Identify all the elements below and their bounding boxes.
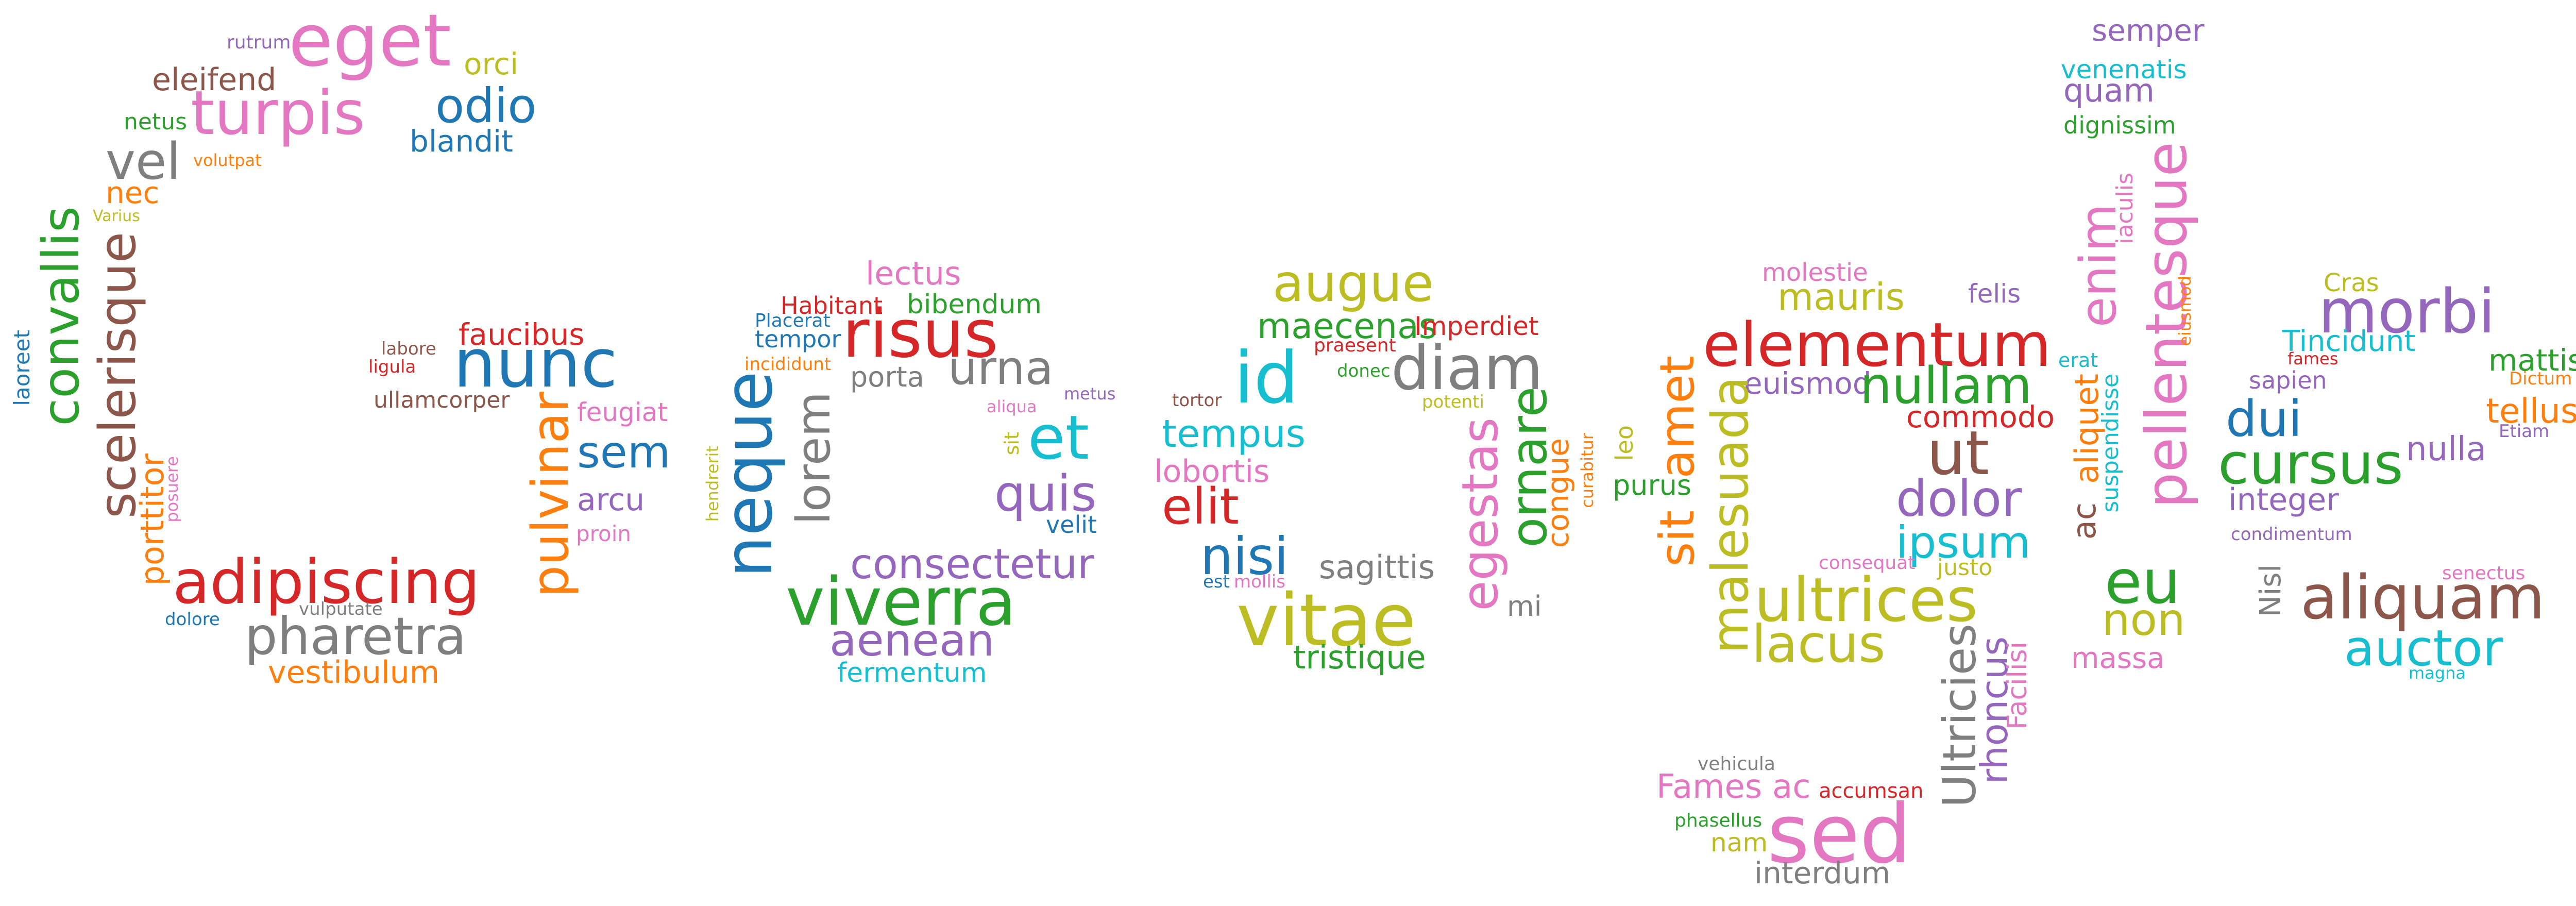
word-hendrerit: hendrerit [704,446,721,522]
word-etiam: Etiam [2499,423,2549,440]
word-enim: enim [2074,204,2123,327]
word-posuere: posuere [164,456,180,523]
word-non: non [2102,598,2185,642]
word-nec: nec [106,178,159,208]
word-fermentum: fermentum [837,660,987,686]
word-pulvinar: pulvinar [526,392,576,597]
word-congue: congue [1543,438,1573,548]
word-lacus: lacus [1752,618,1886,670]
word-nam: nam [1710,830,1768,855]
word-sapien: sapien [2249,368,2327,392]
word-et: et [1028,407,1089,468]
word-tempor: tempor [755,327,841,351]
word-malesuada: malesuada [1705,376,1756,654]
word-porta: porta [850,363,924,391]
word-tortor: tortor [1172,392,1222,409]
word-est: est [1203,573,1230,591]
word-convallis: convallis [36,206,87,426]
word-incididunt: incididunt [744,356,831,373]
word-ligula: ligula [368,358,416,376]
word-neque: neque [716,371,782,578]
word-aliquam: aliquam [2300,567,2545,628]
word-aliquet: aliquet [2071,374,2103,484]
word-dolor: dolor [1896,474,2022,524]
word-felis: felis [1968,281,2021,307]
word-nisl: Nisl [2257,564,2285,617]
word-sit: sit [1002,432,1022,455]
word-eiusmod: eiusmod [2177,276,2193,346]
word-sem: sem [577,430,671,475]
word-leo: leo [1613,425,1636,461]
word-dolore: dolore [165,611,220,628]
word-condimentum: condimentum [2231,526,2352,543]
word-laoreet: laoreet [11,330,33,406]
word-lorem: lorem [791,392,837,525]
word-eget: eget [289,5,451,77]
word-curabitur: curabitur [1579,433,1596,508]
word-feugiat: feugiat [577,399,668,425]
word-massa: massa [2071,644,2165,673]
word-velit: velit [1046,513,1097,536]
word-blandit: blandit [410,126,513,156]
word-orci: orci [464,49,518,79]
word-ac: ac [2069,502,2100,540]
word-metus: metus [1064,385,1115,402]
word-praesent: praesent [1314,337,1396,355]
word-magna: magna [2409,665,2466,681]
word-euismod: euismod [1744,368,1872,398]
word-id: id [1234,343,1299,414]
word-urna: urna [948,345,1054,392]
word-amet: amet [1654,356,1701,479]
word-volutpat: volutpat [193,152,262,169]
word-tristique: tristique [1293,642,1426,674]
word-fames: fames [2287,350,2338,367]
word-nulla: nulla [2406,433,2486,466]
word-quam: quam [2063,75,2155,107]
word-dignissim: dignissim [2063,113,2176,137]
word-augue: augue [1273,258,1434,309]
word-vestibulum: vestibulum [268,657,439,688]
word-facilisi: Facilisi [2004,642,2031,729]
word-rutrum: rutrum [227,33,291,52]
word-erat: erat [2058,350,2098,370]
word-integer: integer [2228,484,2339,515]
word-tempus: tempus [1162,415,1306,453]
word-sit: sit [1654,510,1701,567]
word-donec: donec [1337,362,1391,380]
word-odio: odio [435,82,537,130]
word-proin: proin [576,523,631,545]
word-netus: netus [124,111,187,133]
word-egestas: egestas [1455,417,1505,611]
word-semper: semper [2092,15,2205,45]
word-varius: Varius [93,209,140,224]
word-dictum: Dictum [2509,370,2572,388]
word-fames: Fames [1656,770,1762,803]
word-turpis: turpis [191,82,365,143]
word-ullamcorper: ullamcorper [374,389,510,412]
word-elit: elit [1162,482,1239,531]
word-potenti: potenti [1422,393,1484,411]
word-lectus: lectus [866,258,961,290]
word-labore: labore [381,340,436,358]
word-arcu: arcu [577,484,645,515]
word-mi: mi [1507,593,1542,620]
word-interdum: interdum [1754,858,1890,888]
word-aenean: aenean [829,618,994,663]
